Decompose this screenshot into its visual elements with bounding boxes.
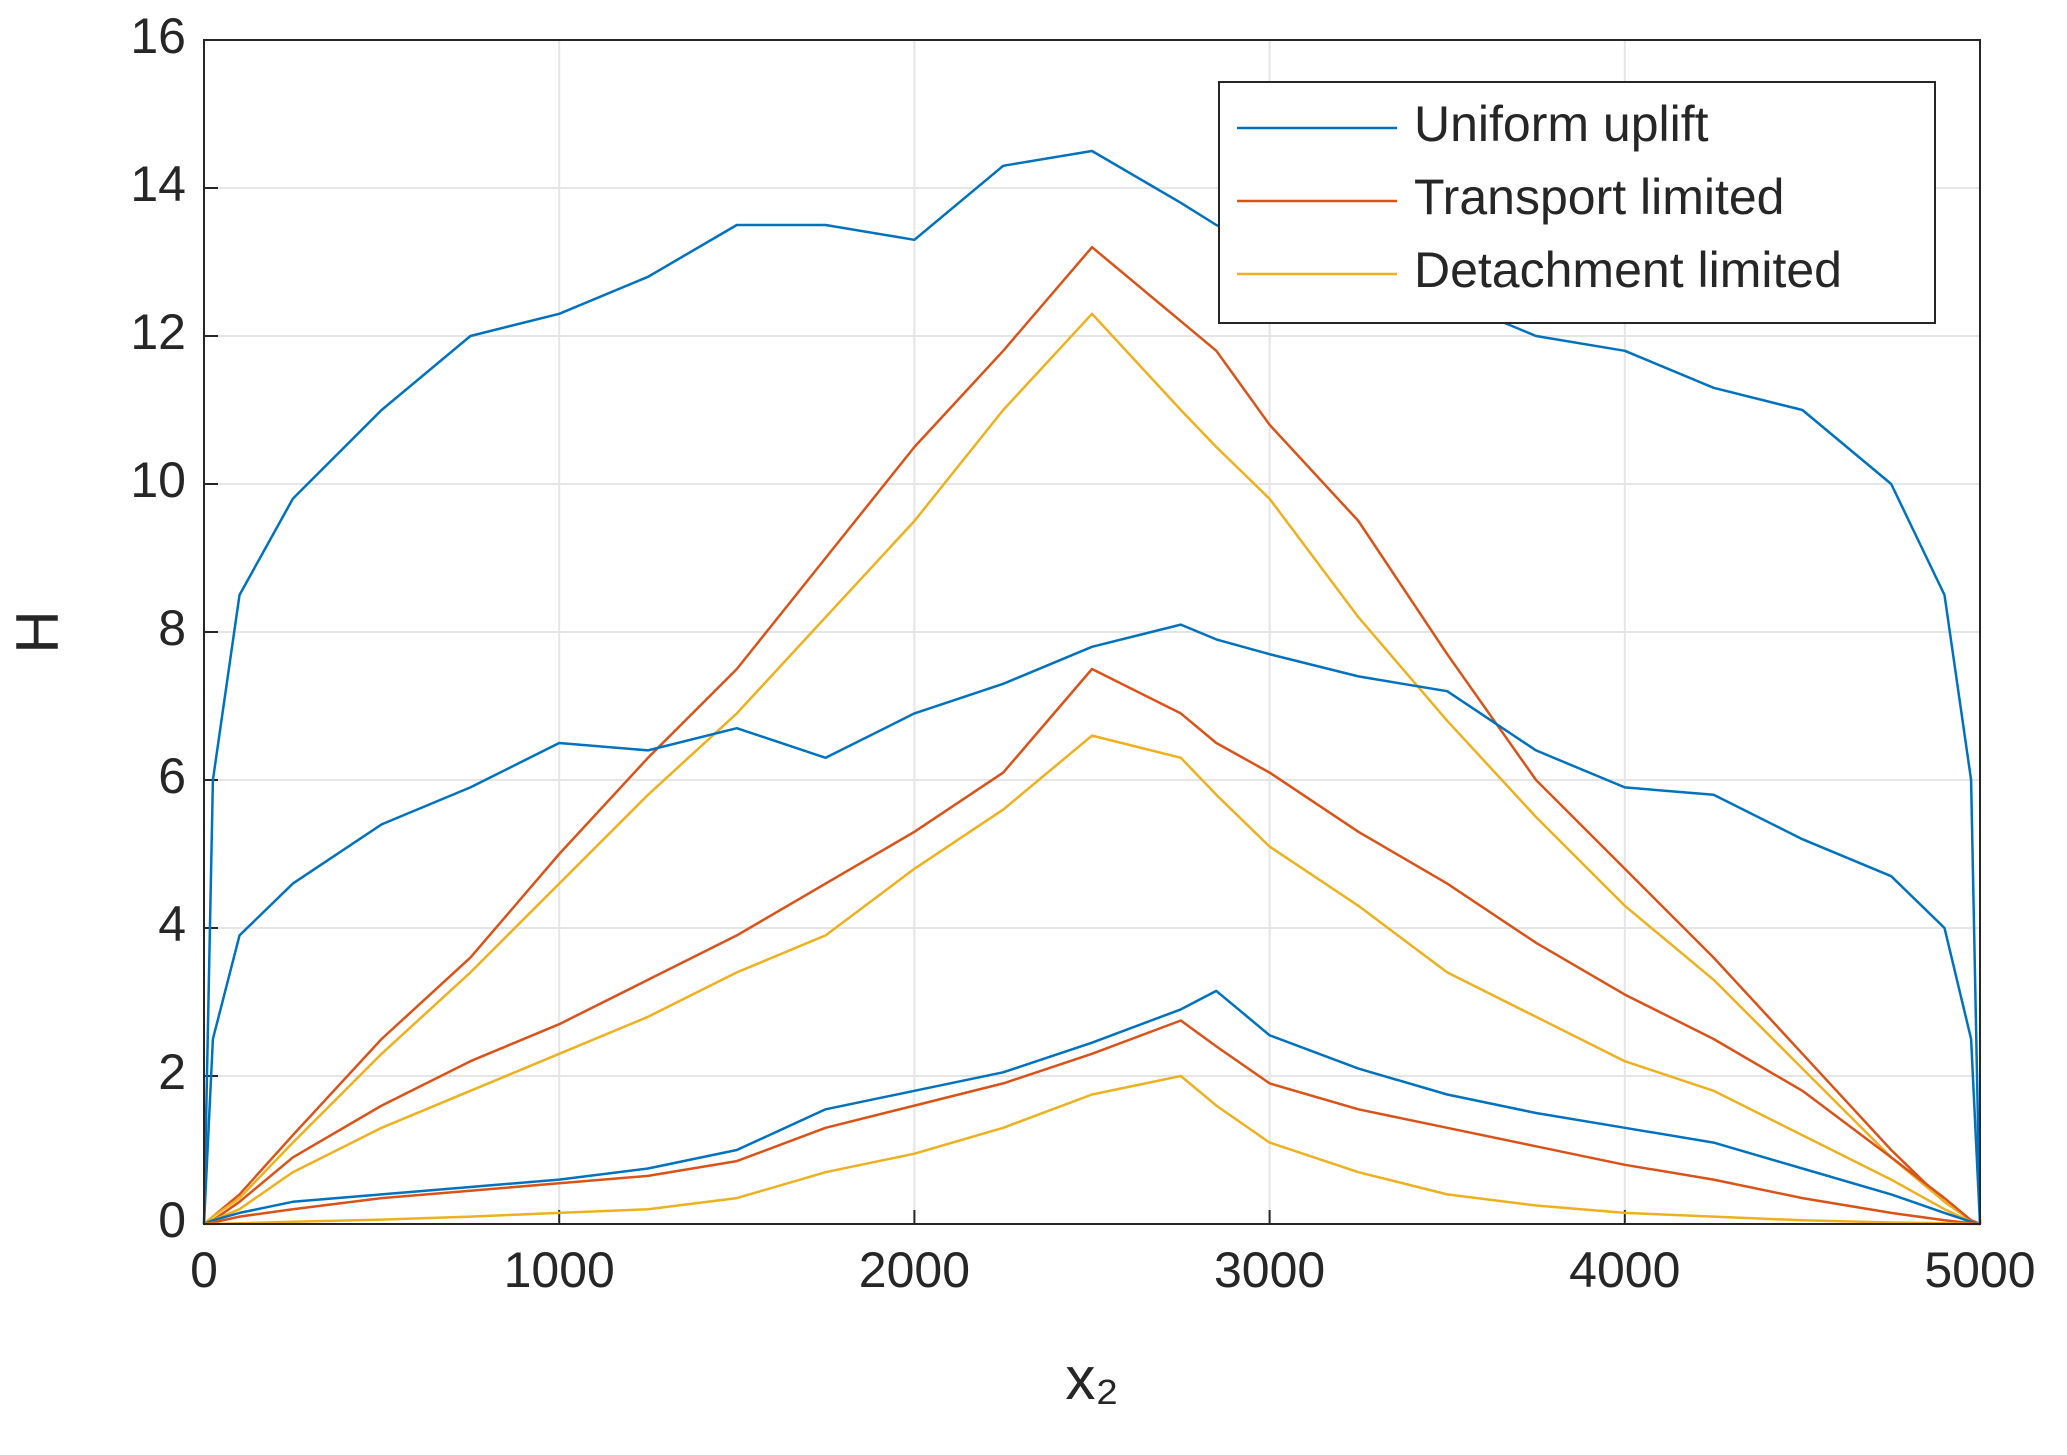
x-tick-label: 3000 [1214,1242,1325,1298]
legend-label: Uniform uplift [1414,96,1709,152]
data-line [203,989,1981,1226]
y-tick-label: 12 [130,304,186,360]
y-tick-label: 4 [158,896,186,952]
legend-label: Detachment limited [1414,242,1842,298]
data-line [203,245,1981,1226]
x-tick-label: 5000 [1924,1242,2035,1298]
x-tick-label: 0 [190,1242,218,1298]
y-tick-label: 10 [130,452,186,508]
data-line [204,1074,1980,1226]
x-tick-label: 4000 [1569,1242,1680,1298]
data-line [203,734,1981,1226]
x-tick-label: 2000 [859,1242,970,1298]
data-line [203,312,1981,1226]
data-line [202,149,1982,1225]
y-tick-label: 16 [130,8,186,64]
x-tick-label: 1000 [504,1242,615,1298]
plot-frame [203,39,1981,1225]
legend-label: Transport limited [1414,169,1784,225]
x-axis-label: x₂ [1065,1345,1118,1412]
y-tick-label: 6 [158,748,186,804]
y-tick-label: 2 [158,1044,186,1100]
legend-box [1218,81,1936,324]
data-line [203,667,1981,1226]
data-line [203,1019,1981,1226]
data-line [202,623,1982,1225]
y-axis-label: H [4,610,71,653]
y-tick-label: 8 [158,600,186,656]
y-tick-label: 14 [130,156,186,212]
y-tick-label: 0 [158,1192,186,1248]
